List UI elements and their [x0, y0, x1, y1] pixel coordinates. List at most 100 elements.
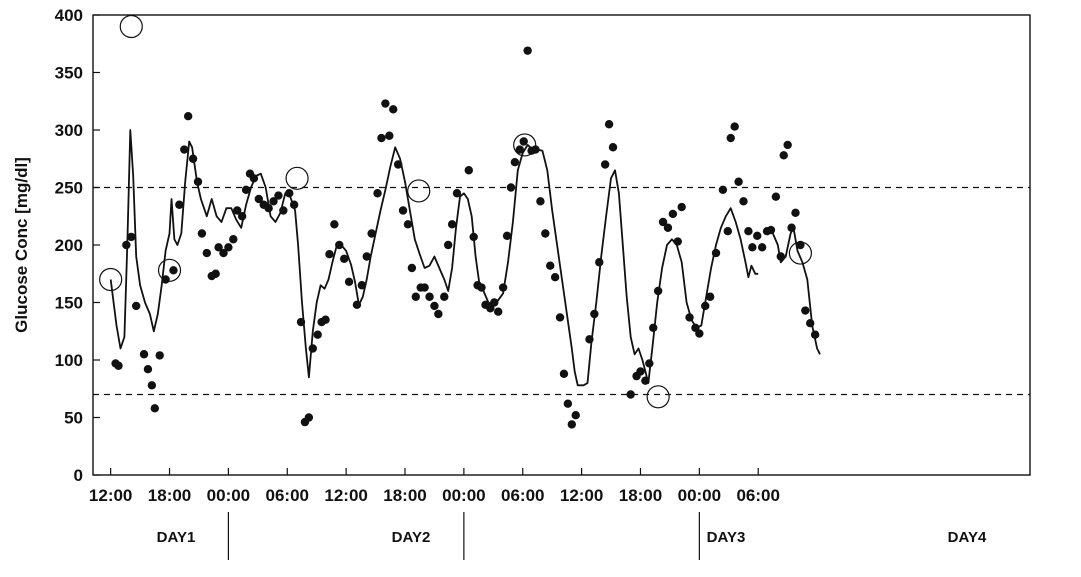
reference-point [513, 133, 537, 157]
measurement-point [367, 229, 376, 238]
measurement-point [523, 46, 532, 55]
measurement-point [224, 243, 233, 252]
measurement-point [197, 229, 207, 238]
measurement-point [169, 266, 178, 275]
measurement-point [649, 323, 658, 332]
measurement-point [335, 240, 344, 250]
measurement-point [748, 243, 757, 252]
measurement-point [519, 137, 528, 146]
measurement-point [663, 223, 673, 232]
measurement-point [285, 189, 294, 198]
measurement-point [180, 145, 189, 154]
measurement-point [330, 220, 339, 229]
measurement-point [122, 240, 131, 250]
y-axis: 0 50 100 150 200 250 300 350 400 [55, 6, 100, 485]
measurement-point [608, 143, 618, 152]
measurement-point [344, 277, 354, 286]
measurement-point [723, 227, 733, 236]
plot-frame [92, 14, 1031, 476]
x-tick-label: 06:00 [266, 486, 309, 505]
x-tick-label: 06:00 [501, 486, 544, 505]
measurement-point [211, 269, 220, 278]
measurement-point [183, 112, 193, 121]
measurement-point [352, 300, 362, 309]
cgm-trace-line [109, 129, 759, 387]
measurement-point [779, 151, 788, 160]
measurement-point [147, 381, 157, 390]
measurement-point [249, 174, 259, 183]
measurement-point [490, 298, 499, 307]
reference-point [407, 179, 431, 203]
x-tick-label: 00:00 [207, 486, 250, 505]
measurement-point [546, 261, 555, 270]
measurement-point [393, 160, 403, 169]
x-tick-label: 18:00 [619, 486, 662, 505]
measurement-point [806, 319, 815, 328]
measurement-point [193, 177, 203, 186]
measurement-point [477, 283, 486, 292]
measurement-point [796, 240, 805, 250]
measurement-point [131, 301, 141, 311]
measurement-point [143, 365, 153, 374]
measurement-point [734, 177, 743, 186]
measurement-point [705, 292, 715, 301]
y-tick-label: 150 [55, 294, 83, 313]
day-label: DAY2 [392, 529, 431, 546]
measurement-point [658, 217, 668, 227]
series-group [99, 15, 821, 429]
y-tick-label: 0 [74, 466, 83, 485]
x-tick-label: 00:00 [442, 486, 485, 505]
measurement-point [425, 292, 434, 301]
measurement-point [753, 231, 762, 240]
measurement-point [536, 197, 545, 206]
measurement-point [766, 225, 776, 235]
threshold-lines [93, 186, 1030, 396]
measurement-point [645, 359, 654, 368]
measurement-point [377, 133, 386, 143]
measurement-point [673, 237, 682, 246]
measurement-point [810, 330, 820, 339]
day-label: DAY3 [707, 529, 746, 546]
measurement-point [440, 292, 449, 301]
measurement-point [685, 313, 694, 322]
reference-point [285, 166, 309, 190]
measurement-point [411, 292, 420, 301]
measurement-point [563, 399, 573, 408]
measurement-point [381, 99, 390, 108]
x-axis: 12:00 18:00 00:00 06:00 12:00 18:00 00:00 06:00… [89, 468, 780, 505]
measurement-point [139, 350, 149, 359]
day-label: DAY4 [948, 529, 987, 546]
measurement-point [420, 283, 429, 292]
x-tick-label: 06:00 [736, 486, 779, 505]
measurement-point [389, 105, 398, 114]
measurement-point [150, 404, 160, 413]
measurement-point [269, 197, 278, 206]
day-labels: DAY1 DAY2 DAY3 DAY4 [157, 512, 987, 560]
measurement-point [452, 189, 462, 198]
measurement-point [595, 258, 604, 267]
measurement-point [114, 361, 123, 370]
measurement-point [739, 197, 748, 206]
reference-point [99, 267, 123, 292]
y-tick-label: 50 [64, 409, 83, 428]
measurement-point [695, 329, 704, 338]
measurement-point [313, 330, 322, 339]
measurement-point [339, 254, 349, 263]
measurement-point [362, 252, 371, 261]
measurement-point [289, 200, 299, 209]
reference-point [788, 241, 813, 265]
measurement-point [498, 283, 508, 292]
x-tick-label: 12:00 [89, 486, 132, 505]
measurement-point [357, 281, 367, 290]
measurement-point [264, 204, 273, 213]
measurement-point [567, 420, 577, 429]
x-tick-label: 12:00 [324, 486, 367, 505]
measurement-point [398, 206, 408, 215]
measurement-point [653, 286, 663, 296]
measurement-point [434, 309, 443, 319]
x-tick-label: 18:00 [383, 486, 426, 505]
measurement-point [590, 309, 599, 319]
measurement-point [604, 120, 614, 129]
measurement-point [237, 212, 247, 221]
measurement-point [241, 185, 251, 194]
